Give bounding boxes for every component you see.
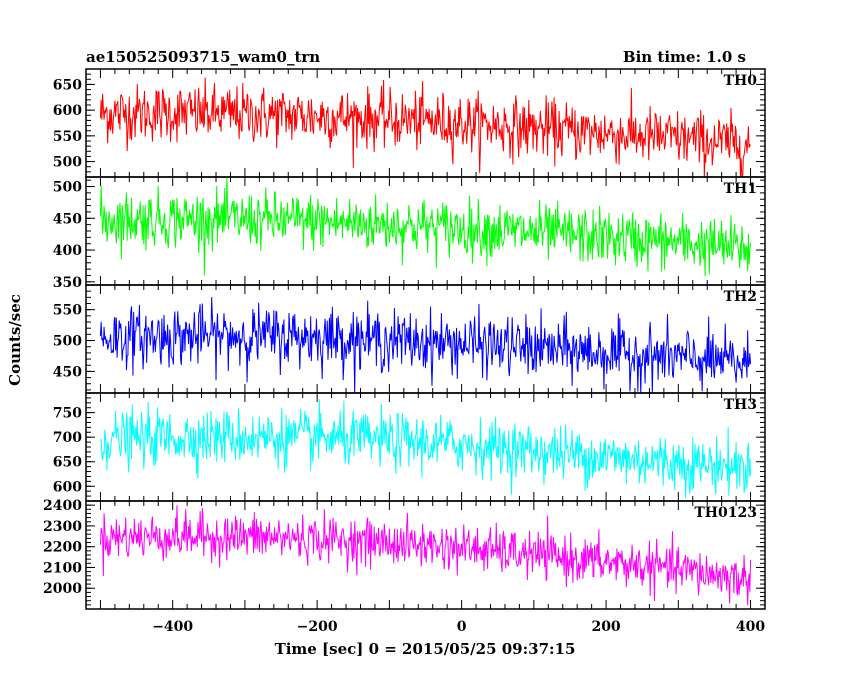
x-tick-label: −200 — [297, 619, 338, 635]
x-axis-label: Time [sec] 0 = 2015/05/25 09:37:15 — [275, 640, 576, 658]
series-line-th0 — [99, 77, 751, 177]
panel-label-th0: TH0 — [724, 73, 758, 89]
y-tick-label-th1: 450 — [53, 211, 82, 227]
series-line-th0123 — [99, 505, 752, 606]
panel-label-th3: TH3 — [724, 397, 757, 413]
y-tick-label-th2: 450 — [53, 364, 82, 380]
x-tick-label: 0 — [457, 619, 467, 635]
panels-group: TH0 500 550 600 650 TH1 350 400 450 500 TH2 450 500 5… — [43, 68, 766, 635]
y-tick-label-th0123: 2300 — [43, 519, 82, 535]
panel-frame-th0 — [85, 68, 766, 178]
y-tick-label-th0: 600 — [53, 103, 82, 119]
series-line-th1 — [99, 177, 752, 277]
x-tick-label: −400 — [152, 619, 193, 635]
x-tick-label: 400 — [736, 619, 765, 635]
y-axis-label: Counts/sec — [6, 294, 24, 386]
y-tick-label-th0123: 2100 — [43, 560, 82, 576]
bin-time-label: Bin time: 1.0 s — [623, 48, 746, 66]
y-tick-label-th3: 700 — [53, 430, 82, 446]
y-tick-label-th1: 500 — [53, 180, 82, 196]
y-tick-label-th0: 550 — [53, 129, 82, 145]
y-tick-label-th0: 500 — [53, 155, 82, 171]
y-tick-label-th0123: 2200 — [43, 540, 82, 556]
y-tick-label-th2: 500 — [53, 334, 82, 350]
y-tick-label-th3: 600 — [53, 479, 82, 495]
series-line-th3 — [99, 398, 752, 499]
y-tick-label-th0123: 2400 — [43, 498, 82, 514]
series-line-th2 — [99, 297, 752, 393]
chart-title: ae150525093715_wam0_trn — [86, 48, 320, 66]
y-tick-label-th0: 650 — [53, 77, 82, 93]
panel-label-th1: TH1 — [724, 181, 757, 197]
x-tick-label: 200 — [591, 619, 620, 635]
y-tick-label-th1: 400 — [53, 243, 82, 259]
y-tick-label-th3: 650 — [53, 455, 82, 471]
y-tick-label-th1: 350 — [53, 275, 82, 291]
panel-label-th0123: TH0123 — [694, 505, 757, 521]
y-tick-label-th3: 750 — [53, 406, 82, 422]
y-tick-label-th0123: 2000 — [43, 581, 82, 597]
y-tick-label-th2: 550 — [53, 303, 82, 319]
panel-label-th2: TH2 — [724, 289, 757, 305]
